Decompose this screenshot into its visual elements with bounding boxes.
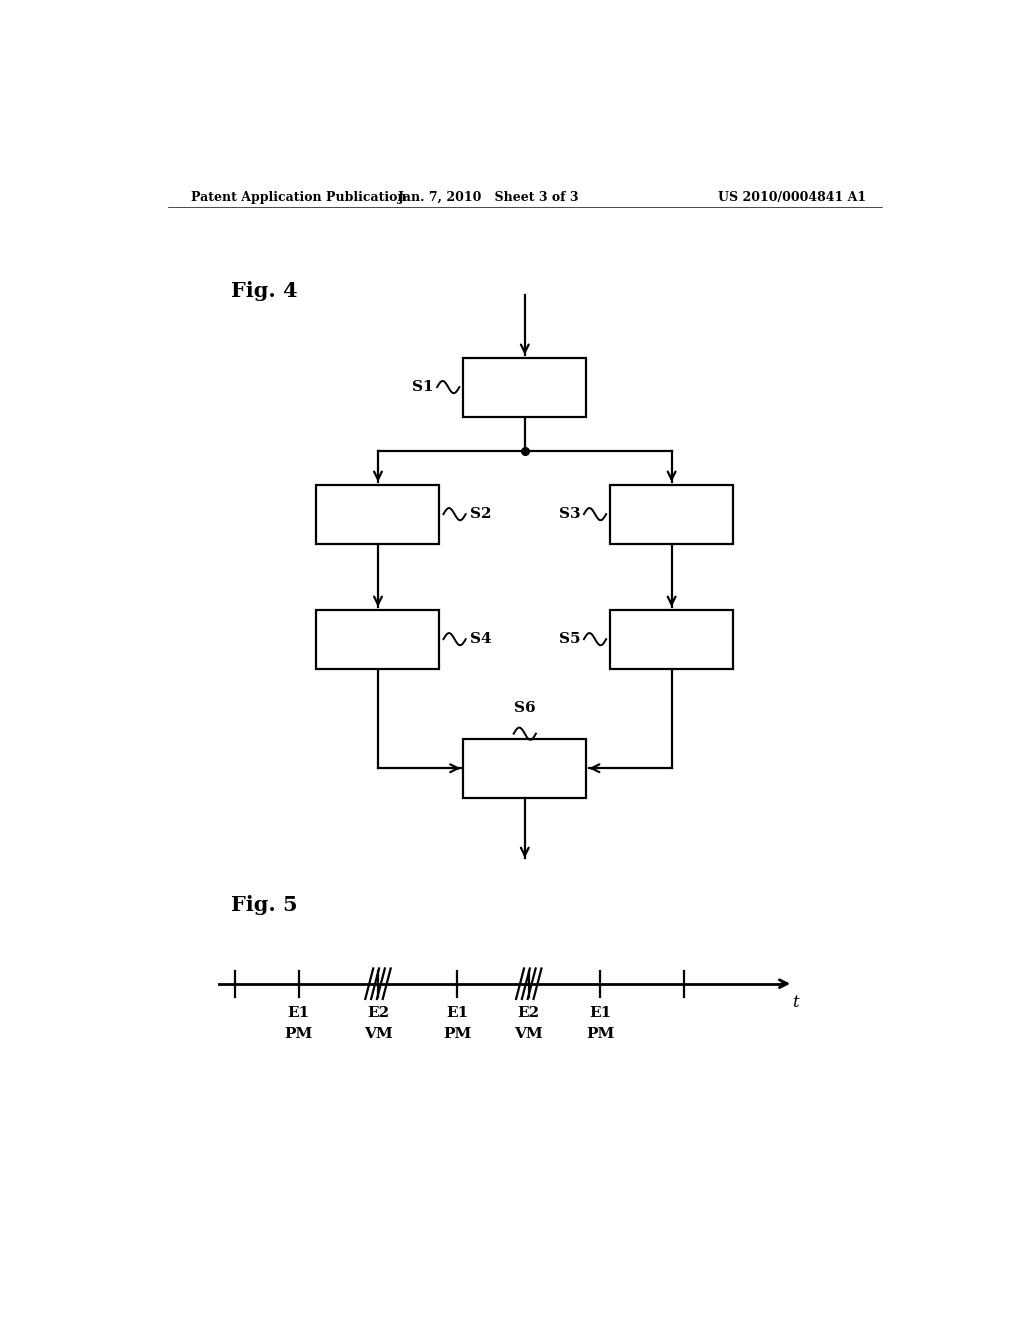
Text: E2: E2 [367,1006,389,1020]
Text: E2: E2 [518,1006,540,1020]
Bar [463,739,587,797]
Text: E1: E1 [288,1006,309,1020]
Bar [610,484,733,544]
Text: S5: S5 [559,632,581,647]
Text: E1: E1 [589,1006,611,1020]
Text: PM: PM [586,1027,614,1041]
Text: S6: S6 [514,701,536,715]
Bar [316,610,439,669]
Text: US 2010/0004841 A1: US 2010/0004841 A1 [718,190,866,203]
Text: S1: S1 [413,380,434,395]
Bar [463,358,587,417]
Text: S2: S2 [470,507,492,521]
Text: Fig. 5: Fig. 5 [231,895,298,916]
Text: S4: S4 [470,632,492,647]
Text: VM: VM [364,1027,392,1041]
Text: t: t [793,994,799,1011]
Text: VM: VM [514,1027,543,1041]
Text: Jan. 7, 2010   Sheet 3 of 3: Jan. 7, 2010 Sheet 3 of 3 [398,190,580,203]
Bar [610,610,733,669]
Text: Patent Application Publication: Patent Application Publication [191,190,407,203]
Text: S3: S3 [559,507,581,521]
Text: PM: PM [443,1027,471,1041]
Text: E1: E1 [446,1006,468,1020]
Text: Fig. 4: Fig. 4 [231,281,298,301]
Text: PM: PM [285,1027,312,1041]
Bar [316,484,439,544]
